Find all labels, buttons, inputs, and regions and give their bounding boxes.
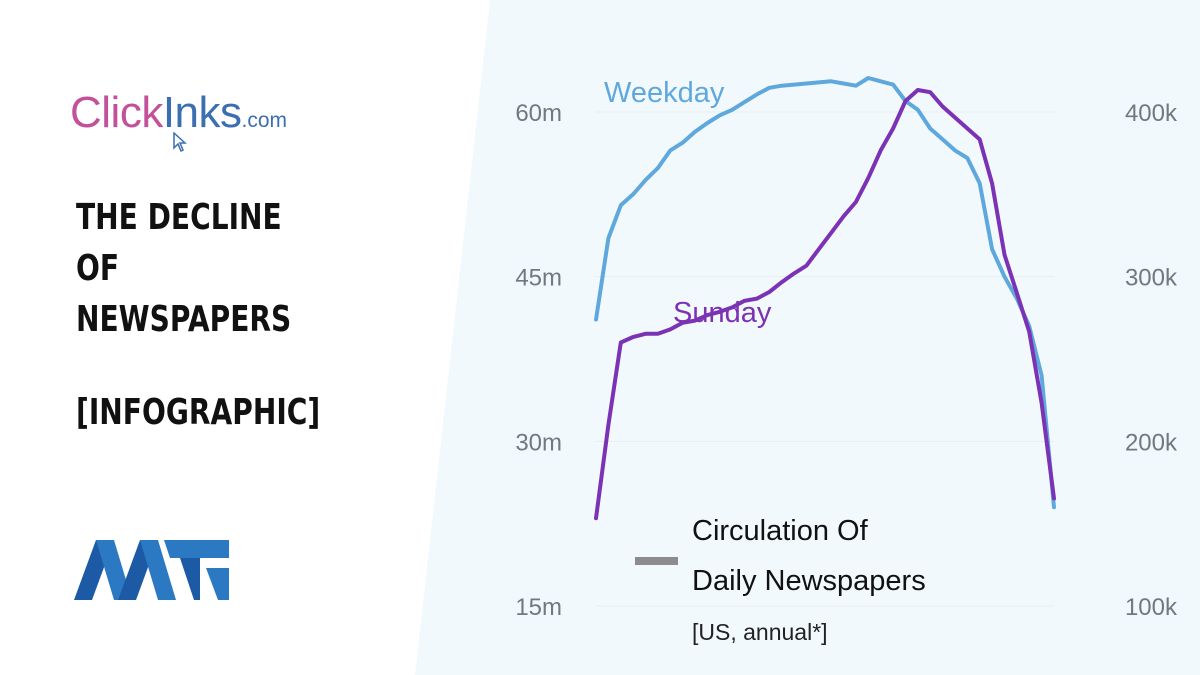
- right-tick-label: 300k: [1125, 265, 1178, 292]
- series-line-sunday: [594, 88, 1056, 521]
- logo-text-inks: Inks: [162, 88, 242, 137]
- legend-swatch: [635, 557, 678, 565]
- left-tick-label: 15m: [515, 594, 562, 621]
- right-tick-label: 200k: [1125, 429, 1178, 456]
- pointer-cursor-icon: [173, 132, 187, 152]
- page-title: THE DECLINE OF NEWSPAPERS: [76, 192, 333, 345]
- series-label-sunday: Sunday: [673, 297, 772, 329]
- legend-note: [US, annual*]: [692, 619, 828, 645]
- panel-background: [415, 0, 1200, 675]
- left-tick-label: 45m: [515, 265, 562, 292]
- legend-title-line2: Daily Newspapers: [692, 565, 926, 597]
- logo-text-domain: .com: [241, 109, 288, 132]
- title-line-2: NEWSPAPERS: [76, 299, 292, 340]
- chart-lines: [594, 76, 1056, 521]
- series-line-weekday: [594, 76, 1056, 510]
- mt-logo-icon: [74, 540, 229, 600]
- left-tick-label: 60m: [515, 100, 562, 127]
- clickinks-logo: ClickInks.com: [70, 88, 288, 152]
- legend-title-line1: Circulation Of: [692, 515, 869, 547]
- left-axis: 15m 30m 45m 60m: [515, 100, 562, 621]
- right-axis: 100k 200k 300k 400k: [1125, 100, 1178, 621]
- right-tick-label: 400k: [1125, 100, 1178, 127]
- logo-text-click: Click: [70, 88, 163, 137]
- left-tick-label: 30m: [515, 429, 562, 456]
- title-line-1: THE DECLINE OF: [76, 197, 282, 289]
- right-tick-label: 100k: [1125, 594, 1178, 621]
- page-subtitle: [INFOGRAPHIC]: [76, 392, 321, 433]
- grid: [596, 111, 1054, 607]
- series-label-weekday: Weekday: [604, 77, 725, 109]
